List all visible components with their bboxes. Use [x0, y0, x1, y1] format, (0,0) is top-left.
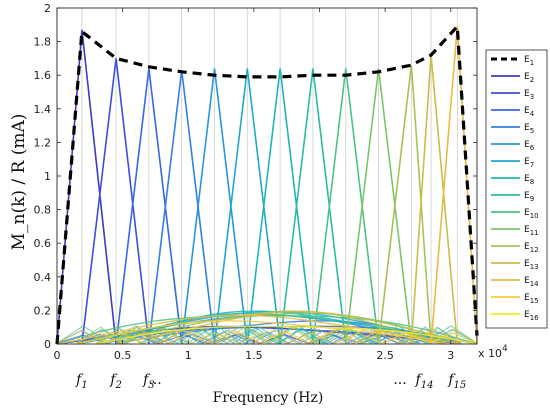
- x-tick-label: 0: [54, 349, 61, 362]
- freq-marker-f14: f14: [415, 372, 434, 391]
- legend-box: [485, 49, 548, 329]
- x-tick-label: 3: [447, 349, 454, 362]
- freq-marker-f3: f3: [142, 372, 155, 391]
- filter-curve-e12: [377, 65, 432, 345]
- x-tick-label: 1: [185, 349, 192, 362]
- y-axis-label: M_n(k) / R (mA): [9, 114, 29, 251]
- filter-curve-e6: [180, 68, 249, 345]
- legend-label-e8: E8: [524, 174, 534, 186]
- legend-label-e12: E12: [524, 242, 539, 254]
- y-tick-label: 0.4: [34, 271, 52, 284]
- filter-curve-e14: [430, 26, 478, 345]
- leakage-curve-e13: [115, 310, 478, 345]
- filter-curve-e9: [279, 68, 347, 345]
- filter-curve-e10: [312, 68, 380, 345]
- leakage-zigzag-e16: [96, 332, 478, 344]
- x-tick-label: 1.5: [245, 349, 263, 362]
- x-tick-label: 2: [316, 349, 323, 362]
- filter-curve-e5: [148, 70, 216, 345]
- y-tick-label: 1.6: [34, 69, 52, 82]
- y-tick-label: 1.8: [34, 36, 52, 49]
- legend-label-e6: E6: [524, 140, 535, 152]
- legend-label-e14: E14: [524, 276, 539, 288]
- legend-label-e7: E7: [524, 157, 534, 169]
- leakage-curve-e16: [96, 325, 478, 345]
- legend-label-e10: E10: [524, 208, 539, 220]
- leakage-zigzag-e11: [76, 326, 462, 344]
- legend-label-e15: E15: [524, 293, 539, 305]
- y-tick-label: 1.4: [34, 103, 52, 116]
- leakage-curve-e15: [76, 320, 446, 345]
- y-tick-label: 0.6: [34, 237, 52, 250]
- legend-label-e1: E1: [524, 55, 534, 67]
- legend-label-e3: E3: [524, 89, 534, 101]
- leakage-curve-e12: [96, 310, 446, 345]
- legend-label-e4: E4: [524, 106, 535, 118]
- y-tick-label: 1: [44, 170, 51, 183]
- filter-curve-e8: [246, 68, 314, 345]
- filter-curve-e11: [344, 68, 413, 345]
- legend-label-e2: E2: [524, 72, 534, 84]
- freq-marker-f15: f15: [447, 372, 466, 391]
- x-exponent-label: x 104: [478, 344, 508, 360]
- filter-curve-e3: [81, 58, 150, 345]
- freq-marker-f2: f2: [109, 372, 122, 391]
- leakage-curve-e14: [56, 314, 462, 345]
- filter-curve-e4: [115, 68, 183, 345]
- legend-label-e16: E16: [524, 310, 539, 322]
- freq-ellipsis-right: ...: [393, 372, 406, 388]
- freq-marker-f1: f1: [75, 372, 88, 391]
- filter-curve-e7: [213, 68, 281, 345]
- y-tick-label: 2: [44, 2, 51, 15]
- legend: E1 E2 E3 E4 E5 E6 E7 E8 E9 E10 E11 E12 E13 E14 E15 E16: [485, 49, 548, 329]
- x-axis-label: Frequency (Hz): [213, 390, 324, 406]
- legend-label-e13: E13: [524, 259, 539, 271]
- y-tick-label: 0.2: [34, 304, 52, 317]
- legend-label-e5: E5: [524, 123, 534, 135]
- x-tick-label: 0.5: [114, 349, 132, 362]
- y-tick-label: 0: [44, 338, 51, 351]
- envelope-curve-e1: [55, 24, 479, 345]
- legend-label-e11: E11: [524, 225, 539, 237]
- x-tick-label: 2.5: [376, 349, 394, 362]
- y-tick-label: 0.8: [34, 204, 52, 217]
- freq-ellipsis-left: ...: [148, 372, 161, 388]
- plot-area: 0 0.5 1 1.5 2 2.5 3 0 0.2 0.4 0.6 0.8 1 1.2 1.4 1.6 1.8 2: [34, 2, 479, 362]
- legend-label-e9: E9: [524, 191, 534, 203]
- y-tick-label: 1.2: [34, 136, 52, 149]
